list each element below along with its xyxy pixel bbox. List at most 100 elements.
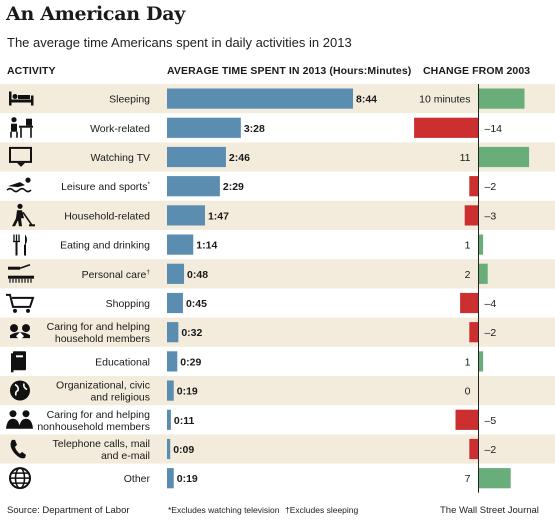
time-bar-watching-tv — [167, 146, 226, 168]
time-label-household-related: 1:47 — [208, 210, 229, 222]
change-bar-other — [478, 468, 511, 489]
activity-header: ACTIVITY — [7, 65, 56, 77]
time-label-sleeping: 8:44 — [356, 94, 377, 106]
change-bar-personal-care — [478, 263, 488, 284]
time-bar-leisure-and-sports — [167, 176, 220, 197]
time-bar-telephone-calls-mail-and-e-mail — [167, 438, 171, 460]
change-label-other: 7 — [465, 473, 471, 485]
time-label-personal-care: 0:48 — [187, 269, 208, 281]
change-header: CHANGE FROM 2003 — [423, 65, 531, 77]
activity-label-eating-and-drinking: Eating and drinking — [60, 240, 150, 252]
change-bar-leisure-and-sports — [469, 176, 479, 197]
activity-label-work-related: Work-related — [90, 123, 150, 135]
activity-label-watching-tv: Watching TV — [90, 152, 150, 164]
activity-label-caring-for-and-helping-nonhousehold-members-line2: nonhousehold members — [37, 421, 150, 433]
change-label-work-related: –14 — [485, 123, 503, 135]
time-label-organizational-civic-and-religious: 0:19 — [177, 386, 198, 398]
change-label-personal-care: 2 — [465, 269, 471, 281]
row-band-organizational-civic-and-religious — [0, 376, 555, 406]
change-label-leisure-and-sports: –2 — [485, 181, 497, 193]
time-bar-sleeping — [167, 88, 353, 109]
change-label-caring-for-and-helping-nonhousehold-members: –5 — [485, 415, 497, 427]
time-label-watching-tv: 2:46 — [229, 152, 250, 164]
change-label-sleeping: 10 minutes — [419, 94, 470, 106]
change-bar-caring-for-and-helping-household-members — [469, 322, 479, 343]
row-band-personal-care — [0, 259, 555, 289]
change-bar-household-related — [464, 205, 479, 226]
time-label-caring-for-and-helping-nonhousehold-members: 0:11 — [174, 415, 195, 427]
change-label-eating-and-drinking: 1 — [465, 240, 471, 252]
change-bar-telephone-calls-mail-and-e-mail — [469, 438, 479, 460]
activity-label-telephone-calls-mail-and-e-mail-line2: and e-mail — [101, 450, 150, 462]
change-bar-caring-for-and-helping-nonhousehold-members — [455, 409, 479, 430]
activity-label-other: Other — [124, 473, 151, 485]
footnote-tv: *Excludes watching television — [168, 505, 280, 515]
time-label-caring-for-and-helping-household-members: 0:32 — [181, 327, 202, 339]
time-bar-caring-for-and-helping-household-members — [167, 322, 179, 343]
activity-label-personal-care: Personal care† — [82, 269, 151, 281]
time-label-shopping: 0:45 — [186, 298, 207, 310]
source-note: Source: Department of Labor — [7, 505, 130, 516]
activity-label-caring-for-and-helping-household-members-line1: Caring for and helping — [47, 321, 150, 333]
activity-label-organizational-civic-and-religious-line2: and religious — [90, 392, 150, 404]
desk-worker-icon — [10, 117, 33, 138]
change-bar-work-related — [414, 117, 479, 138]
globe-icon — [10, 380, 30, 401]
family-icon — [10, 324, 30, 341]
time-bar-household-related — [167, 205, 205, 226]
chart-title: An American Day — [6, 3, 185, 25]
row-band-caring-for-and-helping-household-members — [0, 317, 555, 347]
phone-icon — [10, 439, 26, 459]
time-bar-personal-care — [167, 263, 185, 284]
time-label-work-related: 3:28 — [244, 123, 265, 135]
activity-label-educational: Educational — [95, 356, 150, 368]
time-bar-shopping — [167, 292, 183, 314]
time-label-other: 0:19 — [177, 473, 198, 485]
time-bar-eating-and-drinking — [167, 234, 194, 255]
change-bar-educational — [478, 351, 484, 372]
globe-grid-icon — [9, 467, 31, 490]
people-icon — [6, 410, 33, 429]
activity-label-caring-for-and-helping-household-members-line2: household members — [55, 333, 150, 345]
time-label-leisure-and-sports: 2:29 — [223, 181, 244, 193]
activity-label-caring-for-and-helping-nonhousehold-members-line1: Caring for and helping — [47, 409, 150, 421]
activity-label-leisure-and-sports: Leisure and sports* — [61, 181, 150, 193]
sweeping-person-icon — [12, 203, 35, 227]
credit: The Wall Street Journal — [440, 505, 539, 516]
activity-label-household-related: Household-related — [64, 210, 150, 222]
activity-label-sleeping: Sleeping — [109, 94, 150, 106]
change-label-caring-for-and-helping-household-members: –2 — [485, 327, 497, 339]
time-header: AVERAGE TIME SPENT IN 2013 (Hours:Minute… — [167, 65, 412, 77]
swimmer-icon — [6, 177, 32, 193]
activity-label-organizational-civic-and-religious-line1: Organizational, civic — [56, 380, 150, 392]
change-label-watching-tv: 11 — [460, 152, 471, 164]
change-bar-watching-tv — [478, 146, 530, 168]
change-bar-sleeping — [478, 88, 525, 109]
time-bar-work-related — [167, 117, 241, 138]
book-icon — [11, 351, 26, 373]
bed-icon — [9, 91, 34, 106]
change-bar-shopping — [460, 292, 479, 314]
activity-label-shopping: Shopping — [106, 298, 151, 310]
chart-subtitle: The average time Americans spent in dail… — [7, 35, 352, 50]
time-bar-other — [167, 468, 174, 489]
row-band-household-related — [0, 200, 555, 230]
time-label-telephone-calls-mail-and-e-mail: 0:09 — [173, 444, 194, 456]
razor-comb-icon — [8, 263, 34, 283]
time-bar-caring-for-and-helping-nonhousehold-members — [167, 409, 171, 430]
change-label-educational: 1 — [465, 356, 471, 368]
activity-label-telephone-calls-mail-and-e-mail-line1: Telephone calls, mail — [53, 438, 150, 450]
chart-area: Sleeping 8:44 10 minutes Work-related 3:28 –1… — [0, 84, 555, 493]
row-band-telephone-calls-mail-and-e-mail — [0, 434, 555, 464]
tv-icon — [9, 146, 32, 167]
change-label-telephone-calls-mail-and-e-mail: –2 — [485, 444, 497, 456]
time-label-eating-and-drinking: 1:14 — [196, 240, 217, 252]
time-bar-educational — [167, 351, 178, 372]
fork-knife-icon — [13, 234, 27, 256]
row-band-watching-tv — [0, 142, 555, 172]
change-label-household-related: –3 — [485, 210, 497, 222]
shopping-cart-icon — [6, 293, 35, 313]
change-label-shopping: –4 — [485, 298, 497, 310]
change-bar-eating-and-drinking — [478, 234, 484, 255]
time-label-educational: 0:29 — [180, 356, 201, 368]
